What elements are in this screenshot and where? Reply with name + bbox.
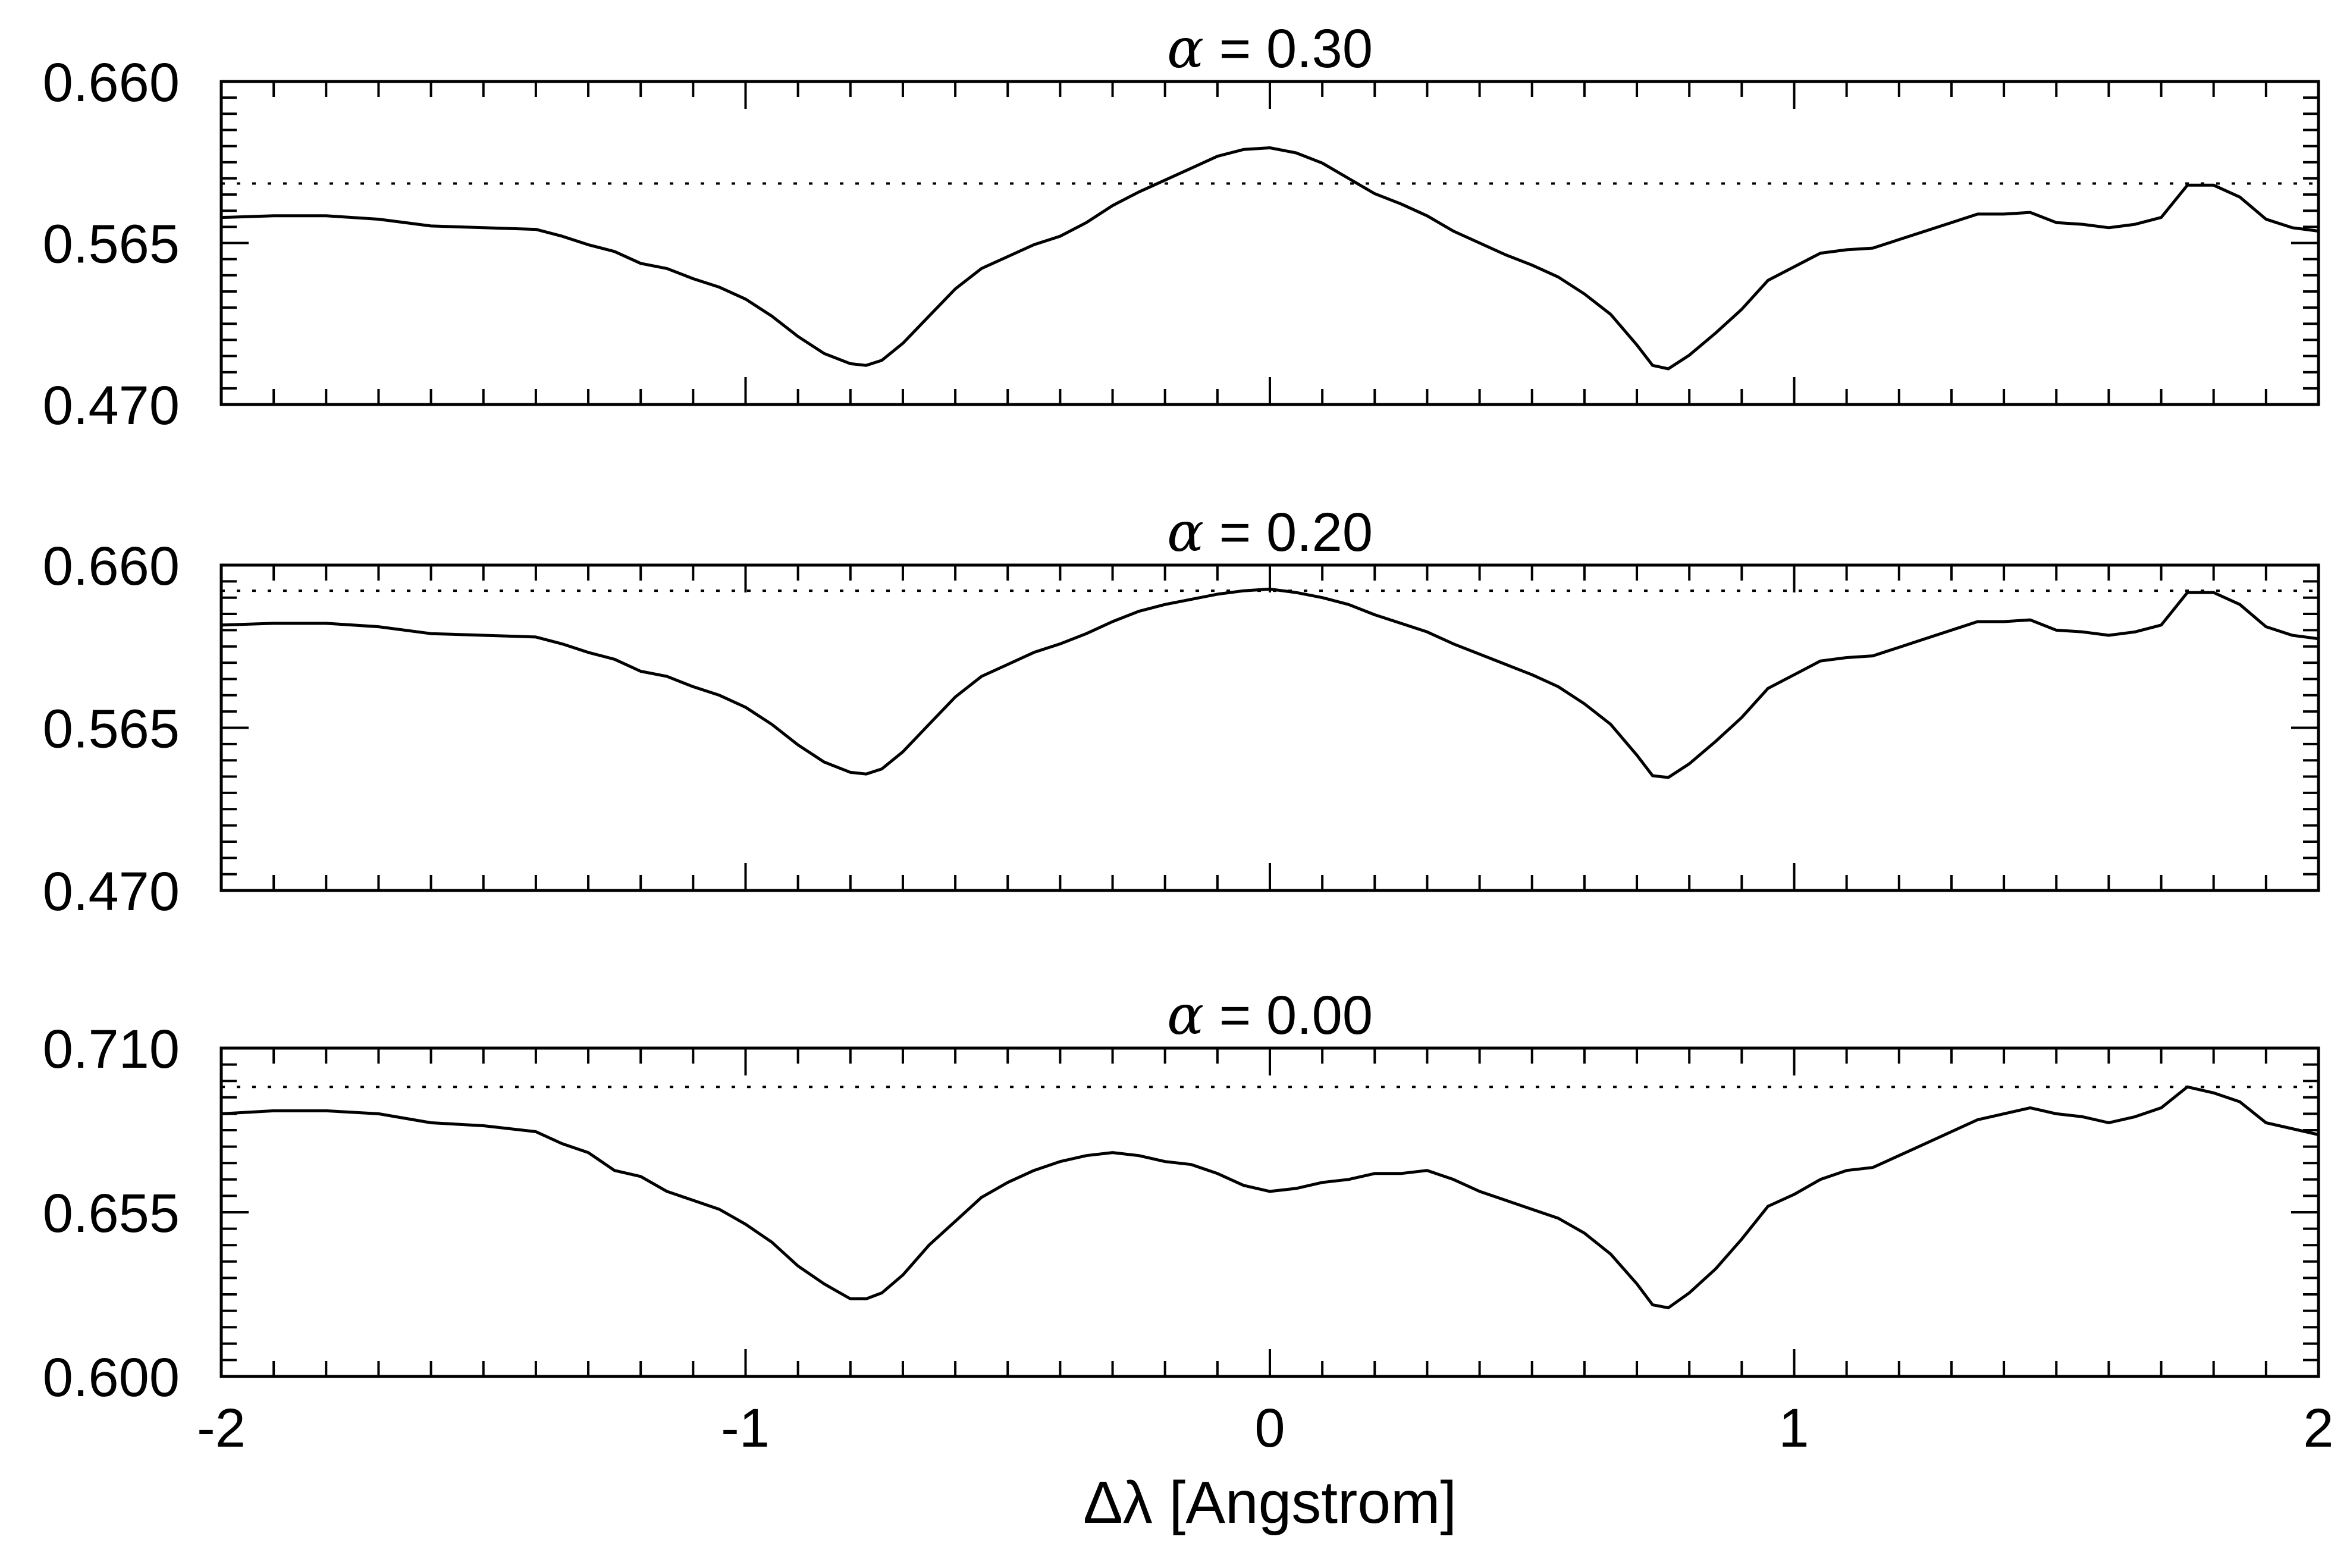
y-tick-label: 0.655 [43,1183,180,1244]
x-axis-tick-labels: -2 -1 0 1 2 [197,1398,2333,1459]
plot-frame [219,1046,2320,1378]
y-tick-label: 0.710 [43,1019,180,1080]
x-tick-label: 0 [1254,1398,1285,1459]
series-line [221,146,2319,371]
panel-title: α = 0.00 [1167,983,1373,1047]
x-tick-label: -1 [721,1398,770,1459]
panel-title: α = 0.20 [1167,500,1373,564]
series-line [221,587,2319,779]
y-tick-label: 0.565 [43,699,180,760]
title-value: = 0.30 [1204,18,1373,79]
x-tick-label: 2 [2303,1398,2333,1459]
plot-frame [219,563,2320,892]
panel-title: α = 0.30 [1167,17,1373,80]
y-tick-label: 0.600 [43,1347,180,1408]
plot-frame [219,80,2320,406]
title-alpha: α [1167,17,1204,80]
title-alpha: α [1167,983,1204,1047]
panel-2: 0.660 0.565 0.470 α = 0.20 [43,500,2320,922]
y-tick-label: 0.470 [43,375,180,436]
panel-1: 0.660 0.565 0.470 α = 0.30 [43,17,2320,436]
title-value: = 0.20 [1204,502,1373,563]
y-tick-label: 0.470 [43,861,180,922]
x-tick-label: -2 [197,1398,246,1459]
series-line [221,1085,2319,1310]
y-tick-label: 0.565 [43,214,180,275]
x-axis-label: Δλ [Angstrom] [1083,1469,1457,1536]
x-tick-label: 1 [1778,1398,1809,1459]
panel-3: 0.710 0.655 0.600 α = 0.00 [43,983,2320,1408]
title-alpha: α [1167,500,1204,564]
y-tick-label: 0.660 [43,536,180,597]
y-tick-label: 0.660 [43,52,180,113]
title-value: = 0.00 [1204,985,1373,1046]
